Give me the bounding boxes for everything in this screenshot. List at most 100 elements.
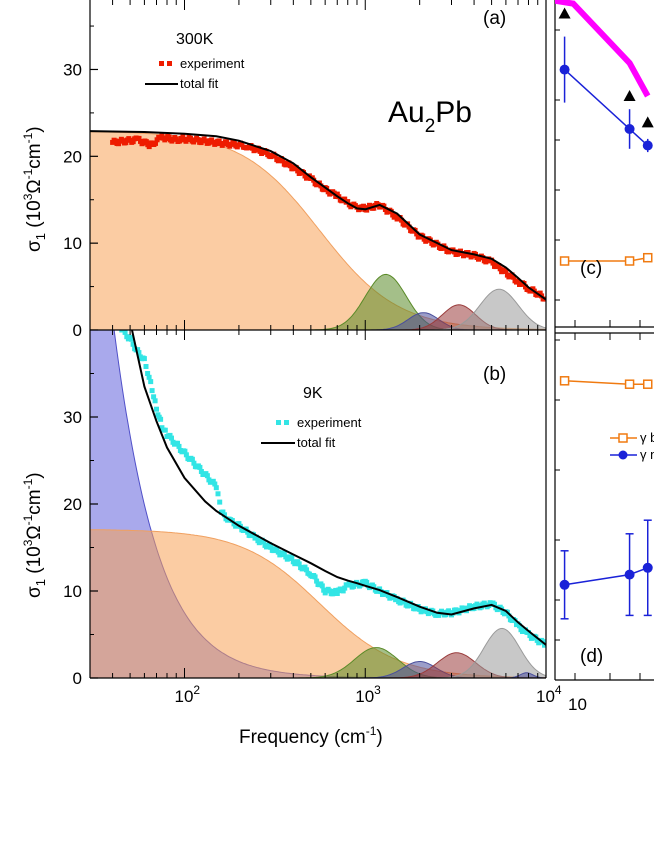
panel-d-legend: γ bro γ na (610, 430, 654, 462)
experiment-point (143, 139, 149, 145)
series-line (564, 256, 648, 262)
experiment-point (321, 587, 327, 593)
x-tick-label: 104 (536, 683, 562, 706)
square-marker (624, 256, 635, 266)
experiment-point (351, 583, 357, 589)
experiment-point (236, 521, 242, 527)
panel-a-ylabel: σ1 (103Ω-1cm-1) (21, 126, 48, 252)
panel-d-label: (d) (580, 646, 603, 667)
experiment-point (327, 588, 333, 594)
experiment-point (280, 158, 286, 164)
experiment-point (275, 549, 281, 555)
experiment-point (289, 555, 295, 561)
experiment-point (414, 231, 420, 237)
experiment-point (253, 534, 259, 540)
experiment-point (136, 135, 142, 141)
panel-b-ylabel: σ1 (103Ω-1cm-1) (21, 472, 48, 598)
square-marker (642, 379, 653, 389)
experiment-point (302, 564, 308, 570)
experiment-point (213, 485, 219, 491)
experiment-point (197, 464, 203, 470)
lorentz-area-3 (90, 304, 546, 330)
experiment-point (318, 183, 324, 189)
compound-label: Au2Pb (388, 96, 472, 137)
experiment-point (361, 203, 367, 209)
experiment-point (122, 330, 128, 335)
x-tick-label: 103 (355, 683, 381, 706)
experiment-point (212, 481, 218, 487)
legend-gamma-broad-marker (618, 433, 628, 443)
experiment-point (166, 134, 172, 140)
lorentz-area-4 (90, 288, 546, 330)
experiment-point (152, 398, 158, 404)
y-tick-label: 30 (63, 408, 82, 427)
experiment-point (256, 145, 262, 151)
experiment-point (342, 585, 348, 591)
square-marker (559, 376, 570, 386)
experiment-point (503, 268, 509, 274)
legend-experiment-marker (284, 420, 289, 425)
fit-line (130, 330, 546, 646)
drude-broad-area (90, 131, 546, 330)
legend-experiment-label: experiment (297, 415, 362, 430)
compound-rest: Pb (435, 96, 472, 129)
legend-experiment-marker (167, 61, 172, 66)
experiment-point (492, 601, 497, 607)
experiment-point (312, 574, 318, 580)
experiment-point (409, 603, 415, 609)
experiment-point (286, 160, 292, 166)
y-tick-label: 30 (63, 60, 82, 79)
experiment-point (135, 347, 141, 353)
panel-a-temperature: 300K (176, 31, 214, 48)
experiment-point (210, 478, 216, 484)
experiment-point (167, 432, 173, 438)
experiment-point (496, 263, 502, 268)
experiment-point (490, 260, 496, 266)
experiment-point (266, 542, 272, 547)
panel-b-temperature: 9K (303, 385, 323, 402)
experiment-point (382, 207, 388, 212)
experiment-point (406, 224, 412, 230)
square-marker (559, 256, 570, 266)
experiment-point (182, 448, 188, 454)
experiment-point (334, 591, 340, 596)
experiment-point (216, 138, 222, 144)
experiment-point (215, 491, 221, 497)
legend-experiment-marker (159, 61, 164, 66)
experiment-point (130, 341, 136, 347)
experiment-point (148, 379, 154, 385)
circle-marker (642, 140, 653, 151)
experiment-point (141, 356, 147, 362)
series-line (564, 69, 649, 147)
legend-experiment-marker (276, 420, 281, 425)
experiment-point (402, 599, 408, 605)
experiment-point (517, 623, 522, 629)
series-line (564, 567, 648, 586)
y-tick-label: 20 (63, 495, 82, 514)
experiment-point (222, 512, 227, 518)
experiment-point (159, 132, 165, 138)
circle-marker (624, 569, 635, 580)
circle-marker (559, 64, 570, 75)
triangle-marker (641, 116, 654, 128)
experiment-point (274, 546, 280, 552)
experiment-point (399, 217, 405, 223)
panel-a-legend: experiment total fit (145, 56, 245, 91)
experiment-point (217, 499, 223, 505)
experiment-point (231, 140, 237, 146)
experiment-point (314, 578, 320, 584)
experiment-point (136, 350, 142, 356)
series-line (564, 380, 648, 385)
experiment-point (345, 199, 351, 205)
y-tick-label: 10 (63, 582, 82, 601)
lorentz-area-1 (90, 647, 546, 678)
experiment-point (145, 371, 151, 376)
experiment-point (304, 567, 309, 573)
panel-c-label: (c) (580, 258, 602, 279)
experiment-point (342, 196, 348, 202)
experiment-point (542, 642, 546, 648)
experiment-point (153, 140, 158, 146)
experiment-point (188, 135, 193, 141)
legend-gamma-narrow-marker (618, 450, 628, 460)
magenta-curve (555, 0, 651, 98)
